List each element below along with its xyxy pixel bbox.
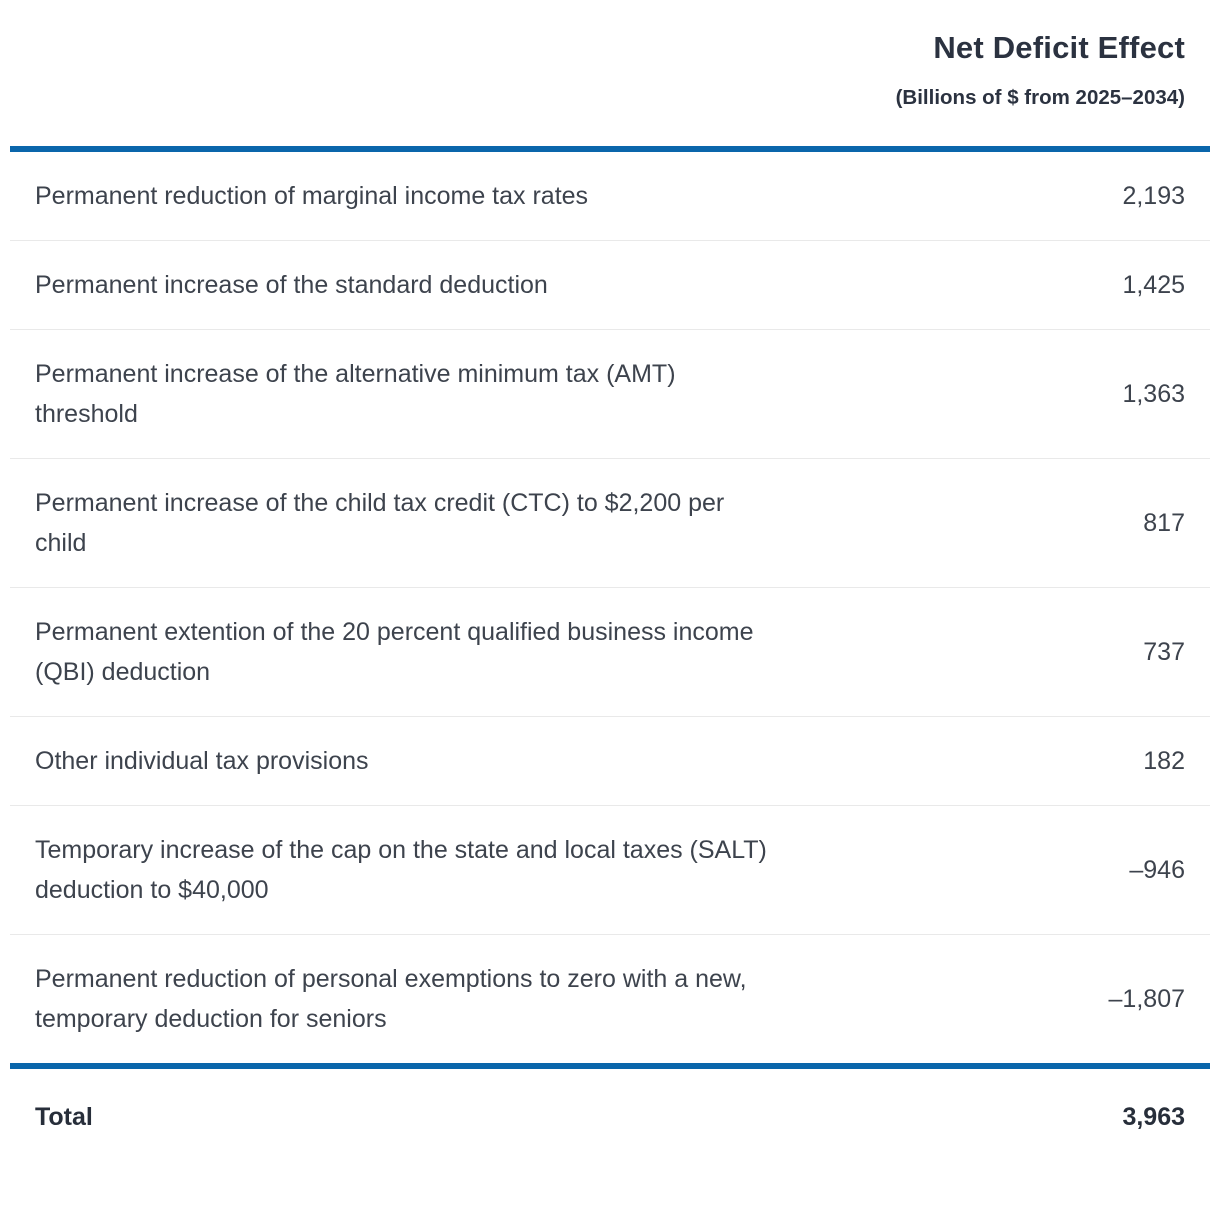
table-row: Permanent increase of the alternative mi… xyxy=(10,329,1210,458)
row-label: Permanent increase of the standard deduc… xyxy=(35,271,548,299)
table-row: Other individual tax provisions 182 xyxy=(10,716,1210,805)
table-row: Permanent increase of the child tax cred… xyxy=(10,458,1210,587)
row-value: 817 xyxy=(1143,509,1185,537)
total-value: 3,963 xyxy=(1122,1103,1185,1131)
table-row: Permanent extention of the 20 percent qu… xyxy=(10,587,1210,716)
row-label: Permanent reduction of marginal income t… xyxy=(35,182,589,210)
table-subtitle: (Billions of $ from 2025–2034) xyxy=(895,86,1185,109)
row-value: –1,807 xyxy=(1108,985,1185,1013)
total-label: Total xyxy=(35,1103,93,1131)
row-label: Temporary increase of the cap on the sta… xyxy=(35,836,767,904)
table-body: Permanent reduction of marginal income t… xyxy=(10,146,1210,1063)
row-label: Permanent extention of the 20 percent qu… xyxy=(35,618,754,686)
table-row: Permanent reduction of marginal income t… xyxy=(10,152,1210,240)
row-label: Permanent increase of the alternative mi… xyxy=(35,360,676,428)
row-label: Permanent increase of the child tax cred… xyxy=(35,489,725,557)
table-row: Temporary increase of the cap on the sta… xyxy=(10,805,1210,934)
total-row: Total 3,963 xyxy=(10,1063,1210,1167)
row-value: 2,193 xyxy=(1122,182,1185,210)
row-value: 737 xyxy=(1143,638,1185,666)
row-value: 1,363 xyxy=(1122,380,1185,408)
table-row: Permanent reduction of personal exemptio… xyxy=(10,934,1210,1063)
row-label: Other individual tax provisions xyxy=(35,747,369,775)
row-label: Permanent reduction of personal exemptio… xyxy=(35,965,747,1033)
row-value: –946 xyxy=(1129,856,1185,884)
table-row: Permanent increase of the standard deduc… xyxy=(10,240,1210,329)
table-title: Net Deficit Effect xyxy=(933,30,1185,65)
row-value: 182 xyxy=(1143,747,1185,775)
row-value: 1,425 xyxy=(1122,271,1185,299)
table-header: Net Deficit Effect (Billions of $ from 2… xyxy=(10,0,1210,146)
